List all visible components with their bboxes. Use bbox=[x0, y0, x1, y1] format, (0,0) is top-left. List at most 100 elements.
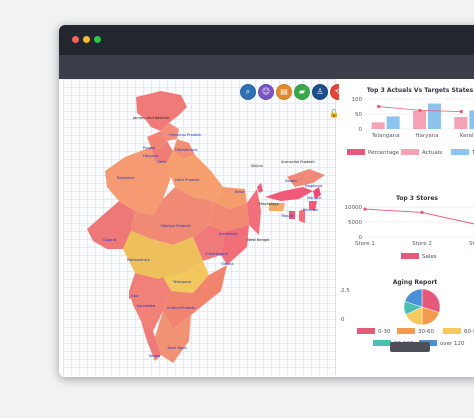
state-madhya-pradesh[interactable] bbox=[131, 187, 213, 245]
legend-label: Actuals bbox=[422, 150, 442, 156]
state-label: Odisha bbox=[221, 262, 233, 266]
chart-title: Aging Report bbox=[393, 279, 438, 286]
legend-label: Targets bbox=[471, 150, 474, 156]
charts-pane: Top 3 Actuals Vs Targets States 100 50 0 Te… bbox=[339, 79, 474, 375]
india-state-map[interactable]: Jammu And Kashmir Himachal Pradesh Punjab U… bbox=[63, 79, 335, 375]
state-chhattisgarh[interactable] bbox=[193, 225, 225, 261]
state-uttar-pradesh[interactable] bbox=[167, 151, 223, 201]
state-himachal-pradesh[interactable] bbox=[161, 123, 179, 141]
state-label: Madhya Pradesh bbox=[161, 224, 191, 228]
state-rajasthan[interactable] bbox=[105, 147, 171, 215]
x-tick-label: Store 2 bbox=[412, 241, 432, 247]
state-jammu-kashmir[interactable] bbox=[136, 91, 187, 131]
zoom-window-button[interactable] bbox=[94, 36, 101, 43]
state-label: Chhattisgarh bbox=[205, 252, 228, 256]
state-bihar[interactable] bbox=[213, 187, 247, 209]
state-delhi[interactable] bbox=[165, 155, 169, 159]
document-icon[interactable]: ▤ bbox=[276, 84, 292, 100]
state-label: Haryana bbox=[143, 154, 158, 158]
state-label: Tamil Nadu bbox=[166, 346, 187, 350]
legend-label: 30-60 bbox=[418, 329, 434, 335]
truck-icon[interactable]: ▰ bbox=[294, 84, 310, 100]
state-label: Punjab bbox=[143, 146, 156, 150]
bar-actuals[interactable] bbox=[413, 111, 426, 129]
state-label: Rajasthan bbox=[117, 176, 135, 180]
state-nagaland[interactable] bbox=[313, 187, 321, 199]
bar-actuals[interactable] bbox=[371, 122, 385, 129]
state-label: Andhra Pradesh bbox=[167, 306, 196, 310]
state-assam[interactable] bbox=[265, 187, 313, 201]
state-label: Maharashtra bbox=[127, 258, 150, 262]
search-icon[interactable]: ⌕ bbox=[240, 84, 256, 100]
bar-targets[interactable] bbox=[428, 103, 441, 130]
state-label: Telangana bbox=[172, 280, 191, 284]
state-mizoram[interactable] bbox=[299, 209, 305, 223]
bar-targets[interactable] bbox=[386, 116, 400, 129]
x-tick-label: Haryana bbox=[415, 133, 438, 139]
state-label: Uttarakhand bbox=[175, 148, 197, 152]
minimize-window-button[interactable] bbox=[83, 36, 90, 43]
y-tick-label: 10000 bbox=[345, 205, 363, 211]
legend-label: Percentage bbox=[368, 150, 400, 156]
state-manipur[interactable] bbox=[309, 201, 317, 211]
state-label: Delhi bbox=[157, 160, 166, 164]
legend-swatch bbox=[451, 149, 469, 155]
y-tick-label: 2.5 bbox=[341, 288, 350, 294]
state-label: Mizoram bbox=[303, 208, 319, 212]
point-percentage[interactable] bbox=[459, 110, 463, 114]
point-sales[interactable] bbox=[363, 207, 367, 211]
state-tripura[interactable] bbox=[289, 211, 295, 219]
state-label: Nagaland bbox=[305, 184, 322, 188]
state-sikkim[interactable] bbox=[257, 183, 263, 193]
state-punjab[interactable] bbox=[147, 131, 167, 149]
x-tick-label: Store 1 bbox=[355, 241, 375, 247]
legend-swatch bbox=[397, 328, 415, 334]
state-arunachal-pradesh[interactable] bbox=[287, 169, 325, 187]
legend-swatch bbox=[347, 149, 365, 155]
pie-slice[interactable] bbox=[404, 288, 423, 308]
user-icon[interactable]: ☺ bbox=[258, 84, 274, 100]
app-window: ⌕ ☺ ▤ ▰ ♙ ⟲ 🔓 bbox=[59, 25, 474, 377]
close-window-button[interactable] bbox=[72, 36, 79, 43]
state-label: Goa bbox=[131, 294, 138, 298]
title-bar bbox=[59, 25, 474, 55]
state-kerala[interactable] bbox=[141, 321, 161, 361]
aging-report-chart: Aging Report 2.500-3030-6060-9090-120ove… bbox=[341, 279, 474, 347]
y-tick-label: 0 bbox=[359, 127, 363, 133]
state-gujarat[interactable] bbox=[87, 201, 135, 249]
state-label: Jharkhand bbox=[218, 232, 237, 236]
actuals-vs-targets-chart: Top 3 Actuals Vs Targets States 100 50 0 Te… bbox=[347, 87, 474, 156]
map-pane: ⌕ ☺ ▤ ▰ ♙ ⟲ 🔓 bbox=[63, 79, 346, 375]
state-west-bengal[interactable] bbox=[247, 189, 261, 235]
line-sales bbox=[364, 208, 474, 225]
person-icon[interactable]: ♙ bbox=[312, 84, 328, 100]
state-tamil-nadu[interactable] bbox=[155, 311, 191, 363]
state-label: Bihar bbox=[235, 190, 245, 194]
state-telangana[interactable] bbox=[163, 261, 209, 293]
state-odisha[interactable] bbox=[221, 225, 249, 265]
point-percentage[interactable] bbox=[377, 104, 381, 109]
y-tick-label: 0 bbox=[359, 235, 363, 241]
x-tick-label: Kerala bbox=[460, 133, 474, 139]
state-jharkhand[interactable] bbox=[209, 201, 249, 231]
pie-slice[interactable] bbox=[421, 288, 441, 313]
state-maharashtra[interactable] bbox=[123, 231, 203, 279]
state-label: Uttar Pradesh bbox=[175, 178, 200, 182]
state-label: Gujarat bbox=[103, 238, 117, 242]
state-karnataka[interactable] bbox=[129, 273, 171, 331]
toolbar bbox=[59, 55, 474, 79]
bar-targets[interactable] bbox=[469, 110, 474, 129]
legend-swatch bbox=[401, 149, 419, 155]
state-label: Kerala bbox=[149, 354, 160, 358]
state-andhra-pradesh[interactable] bbox=[163, 265, 227, 329]
bar-actuals[interactable] bbox=[454, 117, 468, 129]
legend-swatch bbox=[443, 328, 461, 334]
x-tick-label: Store 3 bbox=[469, 241, 474, 247]
lock-icon[interactable]: 🔓 bbox=[329, 109, 339, 118]
legend-label: over 120 bbox=[440, 341, 465, 347]
point-sales[interactable] bbox=[420, 210, 424, 214]
state-meghalaya[interactable] bbox=[269, 203, 285, 211]
point-percentage[interactable] bbox=[418, 108, 422, 112]
legend-swatch bbox=[373, 340, 391, 346]
state-uttarakhand[interactable] bbox=[173, 139, 195, 159]
